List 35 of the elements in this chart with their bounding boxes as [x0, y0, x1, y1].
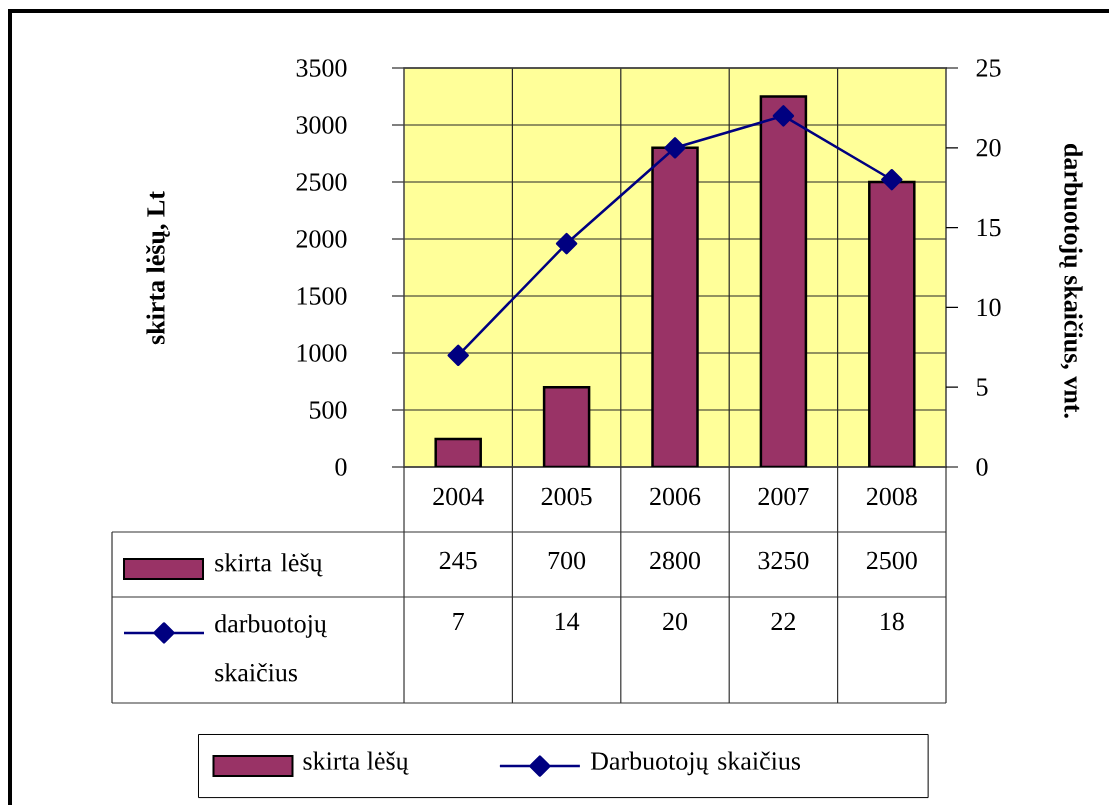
x-tick-label: 2004 — [433, 487, 484, 506]
y2-axis-title: darbuotojų skaičius, vnt. — [1059, 144, 1083, 418]
y-axis-title: skirta lėšų, Lt — [146, 191, 170, 345]
data-label: 22 — [771, 612, 795, 630]
x-tick-label: 2006 — [650, 487, 701, 506]
y-tick-label: 3000 — [296, 116, 347, 134]
y-tick-label: 1000 — [297, 344, 347, 362]
y2-tick-label: 25 — [976, 59, 1001, 77]
text: skirta lėšų — [215, 553, 323, 577]
data-label: 245 — [439, 551, 477, 570]
y2-tick-label: 0 — [976, 458, 988, 476]
x-tick-label: 2008 — [866, 487, 917, 506]
data-label: 7 — [453, 612, 464, 630]
y-tick-label: 0 — [335, 458, 347, 476]
legend-label: Darbuotojų skaičius — [590, 751, 801, 776]
text: darbuotojų skaičius — [215, 614, 327, 682]
y2-tick-label: 10 — [977, 298, 1001, 317]
y-tick-label: 2500 — [296, 173, 347, 191]
y-tick-label: 2000 — [296, 230, 347, 248]
data-label: 2500 — [866, 551, 917, 570]
data-label: 20 — [663, 612, 688, 631]
y2-tick-label: 5 — [977, 378, 988, 396]
data-label: 3250 — [758, 551, 809, 570]
data-label: 2800 — [650, 551, 701, 570]
x-tick-label: 2007 — [758, 487, 809, 506]
data-label: 700 — [548, 551, 586, 570]
y2-tick-label: 20 — [976, 139, 1001, 157]
y-tick-label: 1500 — [297, 287, 347, 305]
y2-tick-label: 15 — [977, 218, 1001, 237]
y-tick-label: 3500 — [296, 59, 347, 77]
legend-label: skirta lėšų — [303, 751, 409, 775]
data-label: 14 — [555, 612, 580, 630]
y-tick-label: 500 — [309, 401, 347, 419]
x-tick-label: 2005 — [541, 487, 592, 506]
data-label: 18 — [881, 612, 904, 631]
